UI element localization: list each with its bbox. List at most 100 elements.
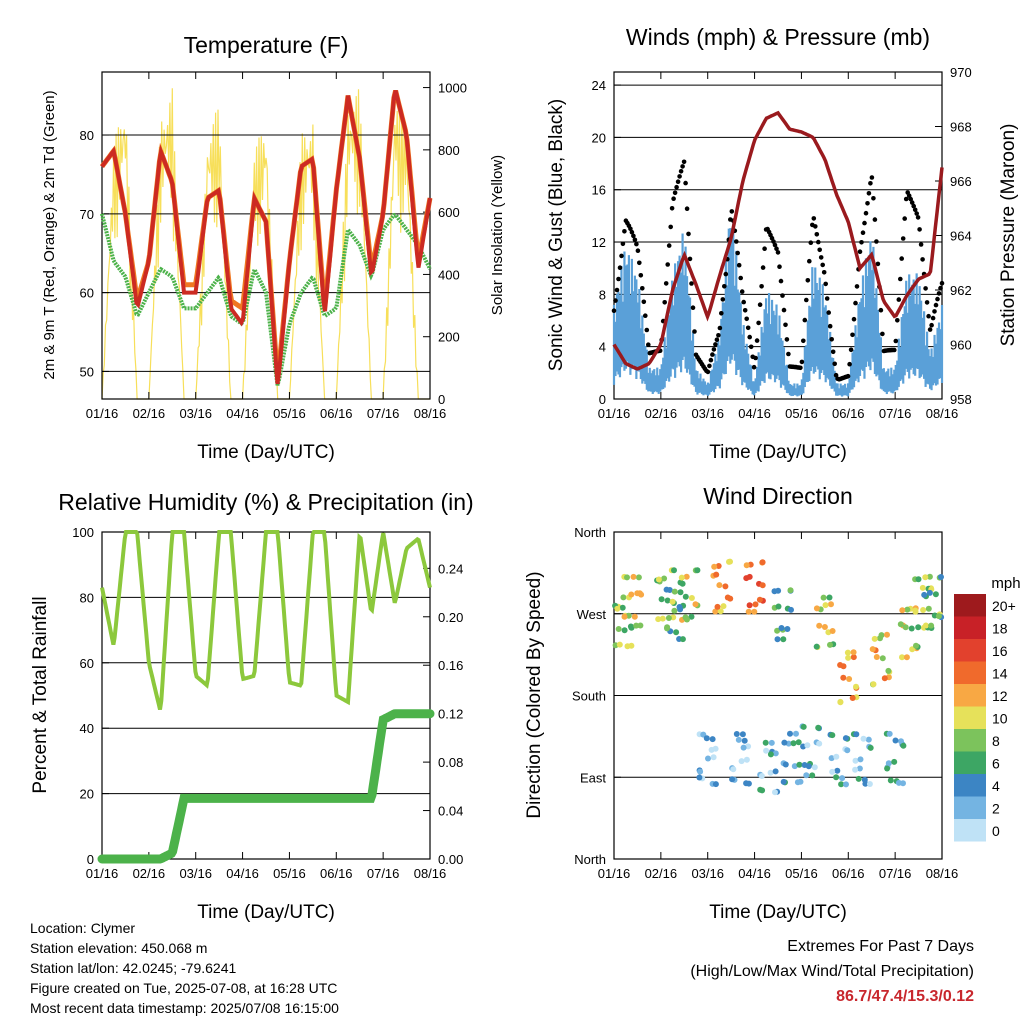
direction-point — [676, 604, 683, 610]
gust-point — [641, 299, 647, 305]
speed-legend-swatch — [954, 616, 986, 639]
direction-point — [833, 753, 840, 760]
direction-point — [787, 730, 793, 737]
direction-point — [925, 605, 932, 612]
gust-point — [902, 216, 907, 221]
gust-point — [716, 333, 721, 338]
direction-point — [703, 735, 710, 742]
direction-point — [767, 751, 774, 758]
direction-point — [712, 608, 719, 615]
direction-point — [673, 629, 680, 636]
direction-point — [873, 654, 880, 660]
direction-point — [692, 601, 699, 608]
direction-point — [793, 730, 799, 737]
direction-point — [804, 742, 811, 749]
winds-ytick-label-left: 0 — [599, 392, 606, 407]
speed-legend-label: 16 — [992, 643, 1008, 659]
recent-data-timestamp: Most recent data timestamp: 2025/07/08 1… — [30, 1000, 339, 1016]
winds-ytick-label-left: 24 — [592, 78, 606, 93]
direction-point — [772, 750, 779, 757]
direction-point — [631, 613, 638, 620]
gust-point — [869, 175, 875, 180]
station-latlon: Station lat/lon: 42.0245; -79.6241 — [30, 960, 237, 976]
direction-point — [938, 574, 944, 580]
gust-point — [917, 227, 922, 232]
direction-point — [852, 766, 859, 773]
gust-point — [644, 327, 650, 333]
direction-ylabel-left: Direction (Colored By Speed) — [524, 571, 545, 818]
gust-point — [775, 250, 781, 255]
direction-point — [661, 575, 668, 582]
direction-xtick-label: 02/16 — [645, 866, 678, 881]
direction-point — [800, 723, 807, 730]
winds-ytick-label-left: 4 — [599, 340, 606, 355]
gust-point — [899, 256, 904, 261]
direction-xtick-label: 07/16 — [879, 866, 912, 881]
gust-point — [632, 237, 638, 243]
direction-point — [813, 643, 820, 650]
temperature-xtick-label: 08/16 — [414, 406, 447, 421]
direction-point — [870, 681, 877, 688]
winds-xtick-label: 07/16 — [879, 406, 912, 421]
gust-point — [681, 159, 687, 165]
speed-legend-swatch — [954, 639, 986, 662]
direction-point — [717, 608, 724, 615]
gust-point — [778, 278, 784, 284]
direction-point — [928, 622, 935, 629]
winds-ytick-label-left: 12 — [592, 235, 606, 250]
direction-point — [633, 622, 640, 629]
humidity-xtick-label: 05/16 — [273, 866, 306, 881]
gust-point — [827, 323, 833, 329]
direction-point — [627, 623, 634, 630]
gust-point — [705, 369, 711, 375]
gust-point — [751, 364, 757, 370]
direction-point — [853, 731, 860, 738]
direction-point — [771, 588, 778, 595]
direction-point — [745, 608, 752, 615]
humidity-ytick-label-right: 0.24 — [438, 561, 463, 576]
temperature-title: Temperature (F) — [184, 32, 349, 58]
direction-point — [713, 571, 720, 578]
direction-point — [935, 613, 942, 620]
gust-point — [818, 255, 824, 260]
gust-point — [892, 347, 897, 353]
direction-point — [620, 594, 627, 601]
direction-point — [671, 607, 678, 614]
direction-point — [829, 628, 836, 634]
direction-title: Wind Direction — [703, 483, 853, 509]
direction-point — [857, 756, 864, 763]
gust-point — [829, 337, 834, 342]
speed-legend-swatch — [954, 796, 986, 819]
temperature-ytick-label-right: 1000 — [438, 81, 467, 96]
direction-point — [932, 591, 939, 598]
gust-point — [845, 373, 851, 379]
gust-point — [714, 337, 720, 343]
gust-point — [900, 236, 906, 241]
winds-xtick-label: 06/16 — [832, 406, 865, 421]
direction-ytick-label-left: North — [574, 852, 606, 867]
direction-point — [838, 781, 845, 788]
direction-point — [816, 740, 823, 747]
gust-point — [666, 243, 672, 248]
direction-point — [743, 562, 750, 569]
direction-point — [730, 766, 737, 773]
direction-point — [666, 587, 673, 593]
gust-point — [665, 262, 670, 267]
winds-ytick-label-right: 970 — [950, 65, 972, 80]
gust-point — [742, 308, 748, 313]
direction-point — [904, 606, 911, 613]
gust-point — [638, 273, 644, 278]
gust-point — [711, 347, 717, 352]
direction-point — [843, 781, 849, 788]
gust-point — [868, 181, 873, 186]
gust-point — [926, 313, 931, 319]
gust-point — [739, 289, 745, 294]
speed-legend-swatch — [954, 751, 986, 774]
gust-point — [811, 216, 817, 221]
direction-xtick-label: 01/16 — [598, 866, 631, 881]
direction-point — [886, 730, 893, 737]
direction-point — [738, 758, 745, 765]
direction-point — [751, 608, 758, 615]
gust-point — [637, 260, 642, 266]
temperature-ytick-label-left: 70 — [80, 207, 94, 222]
